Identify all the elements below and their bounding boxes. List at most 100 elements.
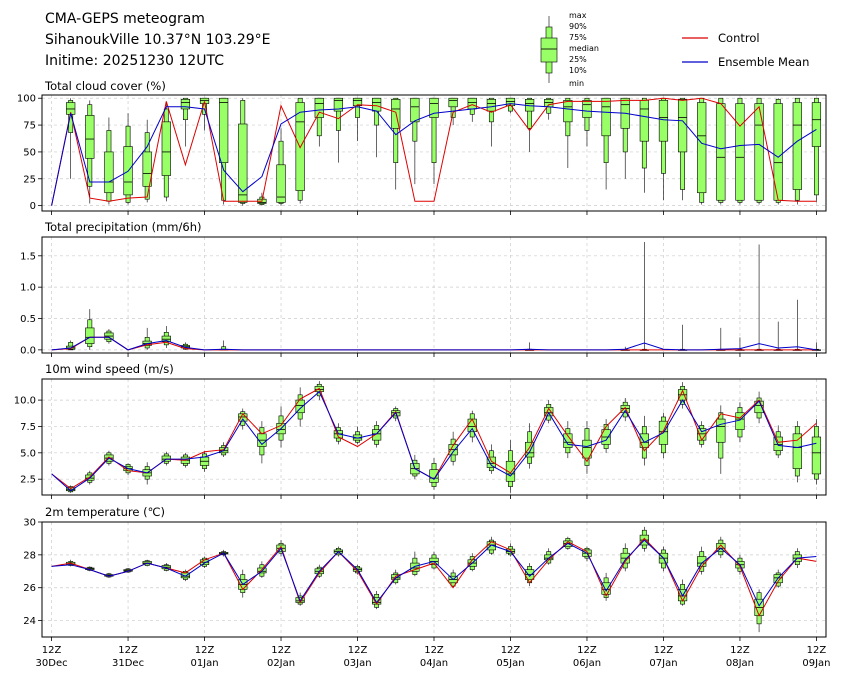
box-interquartile (314, 97, 324, 118)
box-interquartile (544, 98, 554, 108)
ensemble-mean-line (51, 336, 817, 351)
ensemble-box (620, 397, 630, 422)
ensemble-box (276, 128, 286, 206)
box-interquartile (142, 151, 152, 187)
x-tick-label-hour: 12Z (807, 645, 827, 656)
ensemble-box (716, 327, 726, 351)
box-interquartile (639, 100, 649, 142)
ensemble-box (314, 97, 324, 147)
box-interquartile (525, 441, 535, 458)
box-interquartile (658, 100, 669, 142)
panel-title-wind: 10m wind speed (m/s) (45, 362, 174, 376)
ensemble-box (295, 387, 305, 427)
ensemble-box (104, 117, 114, 205)
ensemble-box (811, 419, 822, 485)
legend-box-label: 10% (569, 66, 587, 75)
box-interquartile (257, 567, 267, 574)
x-tick-label-hour: 12Z (654, 645, 674, 656)
ensemble-box (773, 98, 783, 205)
box-interquartile (792, 102, 802, 190)
box-interquartile (754, 103, 764, 201)
ensemble-box (716, 536, 726, 559)
panel-frame (41, 94, 827, 212)
ensemble-box (142, 119, 152, 203)
ensemble-box (467, 553, 477, 572)
y-tick-label: 2.5 (20, 475, 36, 486)
panel-wind-plot: 2.5 5.0 7.5 10.0 (14, 378, 827, 499)
x-tick-label-hour: 12Z (348, 645, 368, 656)
x-tick-label-hour: 12Z (271, 645, 291, 656)
box-interquartile (372, 97, 382, 112)
ensemble-box (754, 97, 764, 205)
y-tick-label: 100 (17, 94, 36, 105)
ensemble-box (352, 426, 363, 445)
legend-box-label: median (569, 44, 599, 53)
panel-frame (41, 236, 827, 354)
box-interquartile (333, 97, 343, 112)
x-tick-label-date: 05Jan (496, 658, 524, 669)
header-line-1: CMA-GEPS meteogram (45, 11, 205, 27)
ensemble-box (582, 97, 592, 147)
box-interquartile (410, 97, 420, 123)
ensemble-box (161, 326, 171, 348)
box-outer-range (393, 97, 399, 163)
box-interquartile (85, 327, 95, 344)
ensemble-box (123, 113, 133, 205)
panel-frame (41, 521, 827, 638)
x-tick-label-date: 07Jan (649, 658, 677, 669)
box-interquartile (582, 439, 592, 459)
ensemble-box (410, 97, 420, 185)
box-interquartile (697, 102, 707, 194)
ensemble-box (257, 561, 267, 578)
x-tick-label-date: 30Dec (36, 658, 68, 669)
box-interquartile (735, 103, 745, 201)
y-tick-label: 7.5 (20, 422, 36, 433)
ensemble-box (448, 97, 458, 126)
legend-interquartile (540, 37, 558, 63)
ensemble-box (333, 97, 343, 163)
ensemble-box (811, 97, 822, 203)
ensemble-box (773, 321, 783, 351)
ensemble-box (716, 405, 726, 474)
box-interquartile (180, 98, 191, 110)
ensemble-box (639, 97, 649, 193)
ensemble-box (754, 244, 764, 351)
ensemble-box (639, 242, 649, 351)
ensemble-box (219, 97, 229, 205)
box-interquartile (104, 151, 114, 194)
y-tick-label: 25 (23, 174, 36, 185)
control-line (51, 537, 817, 617)
ensemble-box (620, 97, 630, 179)
y-tick-label: 1.5 (20, 251, 36, 262)
panel-temp-plot: 24 26 28 30 (23, 518, 827, 641)
box-interquartile (161, 121, 171, 176)
x-tick-label-hour: 12Z (730, 645, 750, 656)
line-legend: Control Ensemble Mean (682, 31, 809, 69)
legend-box-label: 90% (569, 22, 587, 31)
ensemble-box (467, 97, 477, 122)
ensemble-box (792, 421, 802, 483)
ensemble-box (563, 421, 573, 459)
box-interquartile (716, 543, 726, 552)
panel-title-temp: 2m temperature (℃) (45, 505, 165, 519)
box-interquartile (219, 97, 229, 163)
ensemble-box (544, 97, 554, 120)
ensemble-box (639, 526, 649, 552)
box-interquartile (716, 418, 726, 443)
y-tick-label: 5.0 (20, 448, 36, 459)
x-tick-label-date: 04Jan (420, 658, 448, 669)
ensemble-box (620, 543, 630, 572)
box-interquartile (620, 405, 630, 414)
ensemble-box (142, 327, 152, 350)
ensemble-box (677, 97, 688, 201)
x-tick-label-hour: 12Z (118, 645, 138, 656)
x-tick-label-hour: 12Z (424, 645, 444, 656)
x-tick-label-date: 01Jan (190, 658, 218, 669)
ensemble-box (448, 431, 458, 466)
box-interquartile (811, 436, 822, 475)
ensemble-box (792, 299, 802, 351)
box-interquartile (716, 103, 726, 201)
ensemble-box (486, 97, 496, 147)
control-line (51, 97, 817, 206)
